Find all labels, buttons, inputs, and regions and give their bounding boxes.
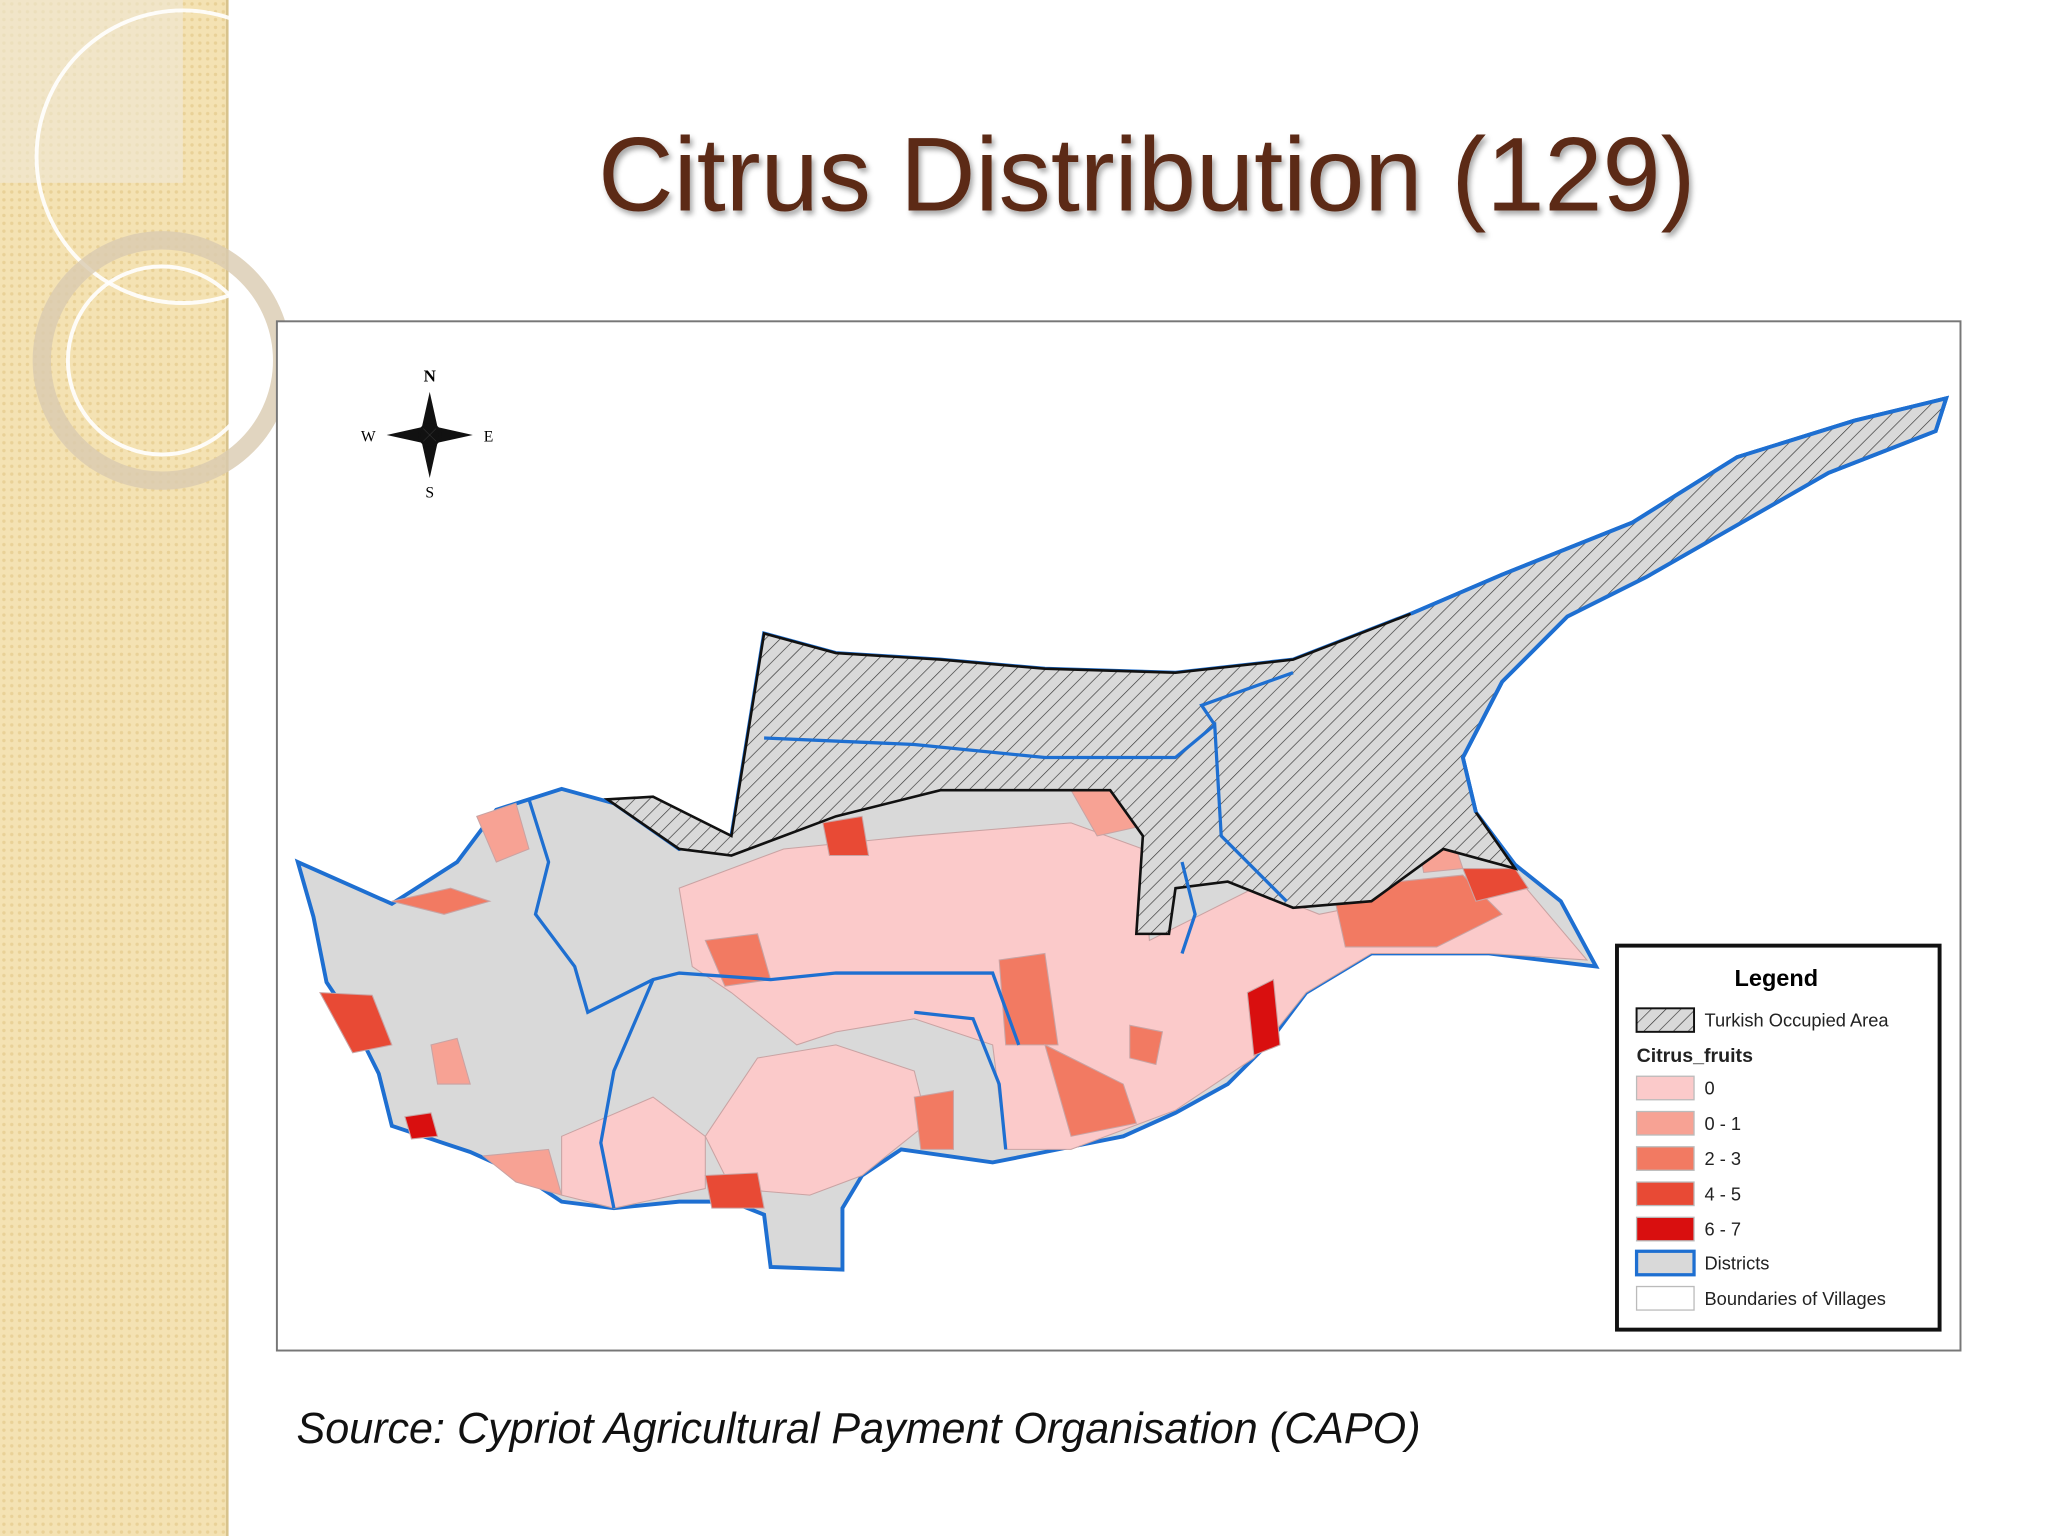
decor-ring: [65, 264, 258, 457]
compass-w: W: [361, 428, 376, 445]
district-line: [599, 978, 655, 1209]
legend-label: 0: [1704, 1078, 1714, 1099]
legend-swatch: [1635, 1285, 1695, 1311]
legend-swatch: [1635, 1075, 1695, 1101]
village-area: [476, 802, 530, 863]
village-area: [704, 1172, 765, 1209]
compass: N S W E: [361, 366, 493, 501]
legend-swatch: [1635, 1216, 1695, 1242]
legend-label: 0 - 1: [1704, 1113, 1741, 1134]
legend-label: 4 - 5: [1704, 1183, 1741, 1204]
decor-square: [0, 0, 183, 183]
village-area: [822, 815, 870, 857]
district-line: [1199, 671, 1294, 726]
legend: Legend Turkish Occupied Area Citrus_frui…: [1615, 943, 1942, 1332]
village-area: [704, 1044, 928, 1196]
district-line: [764, 721, 1288, 903]
compass-s: S: [425, 485, 434, 502]
district-line: [914, 1010, 1008, 1150]
compass-n: N: [424, 366, 437, 385]
decor-ring: [34, 8, 332, 305]
village-area: [1462, 868, 1530, 902]
village-area: [319, 992, 393, 1054]
compass-e: E: [484, 428, 494, 445]
compass-ring: [417, 423, 442, 447]
source-note: Source: Cypriot Agricultural Payment Org…: [296, 1405, 1420, 1453]
legend-title: Legend: [1735, 965, 1819, 991]
village-area: [430, 1037, 471, 1085]
legend-swatch: [1635, 1146, 1695, 1171]
sidebar: [0, 0, 228, 1536]
legend-label: 2 - 3: [1704, 1148, 1741, 1169]
village-area: [1246, 978, 1281, 1057]
coastline: [1409, 395, 1950, 813]
legend-label: Turkish Occupied Area: [1704, 1010, 1889, 1031]
district-line: [527, 798, 1021, 1046]
legend-swatch: [1635, 1181, 1695, 1207]
village-area: [998, 952, 1059, 1046]
village-area: [1044, 1043, 1138, 1137]
sidebar-decor: [0, 0, 332, 490]
village-area: [404, 1112, 439, 1140]
legend-label: Districts: [1704, 1253, 1769, 1274]
village-area: [913, 1089, 954, 1150]
village-area: [1129, 1024, 1164, 1066]
village-patches: [319, 789, 1589, 1209]
legend-swatch: [1635, 1110, 1695, 1136]
legend-label: 6 - 7: [1704, 1219, 1741, 1240]
district-boundaries: [527, 671, 1294, 1209]
legend-field: Citrus_fruits: [1637, 1045, 1754, 1067]
legend-swatch: [1635, 1007, 1696, 1033]
legend-swatch: [1634, 1249, 1696, 1277]
legend-label: Boundaries of Villages: [1704, 1288, 1885, 1309]
village-area: [481, 1148, 563, 1196]
slide-title: Citrus Distribution (129): [598, 116, 1695, 233]
district-line: [1180, 861, 1197, 954]
village-area: [391, 887, 492, 915]
